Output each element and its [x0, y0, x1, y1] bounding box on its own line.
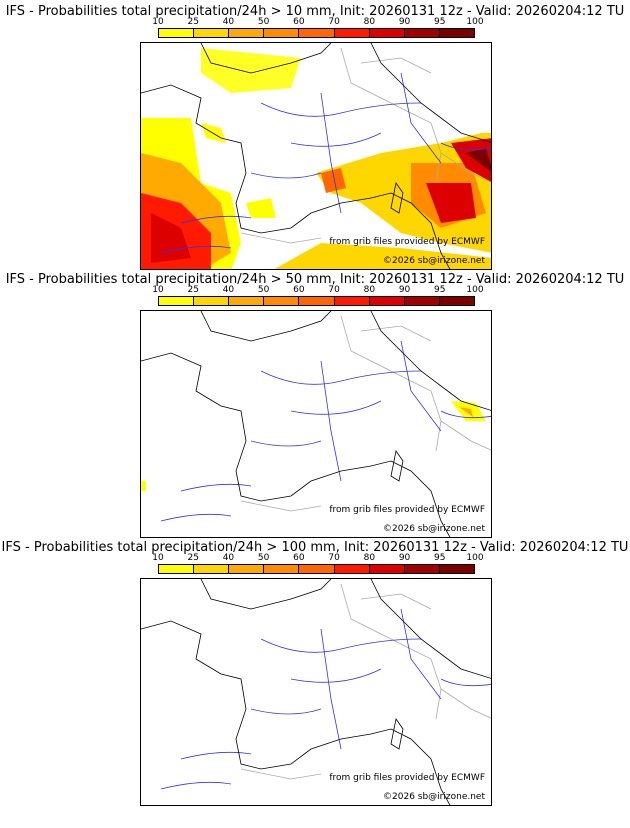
colorbar-swatch	[194, 29, 230, 37]
colorbar	[158, 564, 475, 574]
colorbar-tick: 60	[293, 285, 305, 295]
probability-map: from grib files provided by ECMWF ©2026 …	[140, 578, 492, 806]
colorbar-tick: 40	[222, 553, 235, 563]
colorbar-tick: 90	[398, 553, 411, 563]
colorbar-swatch	[404, 297, 440, 305]
coastline	[141, 579, 491, 805]
colorbar-tick: 70	[328, 285, 340, 295]
colorbar-swatch	[439, 29, 474, 37]
colorbar-swatch	[194, 565, 230, 573]
colorbar-tick: 60	[293, 553, 305, 563]
admin-borders	[240, 315, 491, 512]
copyright-credit: ©2026 sb@irizone.net	[383, 792, 485, 802]
colorbar-tick: 50	[257, 285, 270, 295]
colorbar-tick: 100	[466, 17, 484, 27]
colorbar-tick: 90	[398, 17, 411, 27]
admin-borders	[240, 47, 491, 244]
colorbar-swatch	[334, 297, 370, 305]
panel-title: IFS - Probabilities total precipitation/…	[5, 4, 625, 19]
colorbar-tick: 95	[434, 285, 446, 295]
probability-map: from grib files provided by ECMWF ©2026 …	[140, 42, 492, 270]
probability-map: from grib files provided by ECMWF ©2026 …	[140, 310, 492, 538]
colorbar-ticks: 10 25 40 50 60 70 80 90 95 100	[152, 17, 483, 27]
colorbar-swatch	[299, 29, 335, 37]
colorbar-tick: 80	[363, 285, 376, 295]
colorbar-swatch	[299, 297, 335, 305]
colorbar-swatch	[264, 29, 300, 37]
colorbar-swatch	[439, 565, 474, 573]
rivers	[160, 340, 491, 522]
colorbar-swatch	[264, 297, 300, 305]
colorbar-tick: 100	[466, 553, 484, 563]
map-panel: IFS - Probabilities total precipitation/…	[0, 4, 630, 272]
colorbar-swatch	[229, 565, 265, 573]
colorbar-swatch	[264, 565, 300, 573]
colorbar-swatch	[229, 29, 265, 37]
coastline	[141, 43, 491, 269]
colorbar-tick: 25	[187, 17, 199, 27]
map-panel: IFS - Probabilities total precipitation/…	[0, 272, 630, 540]
colorbar-tick: 50	[257, 553, 270, 563]
map-panel: IFS - Probabilities total precipitation/…	[0, 540, 630, 808]
colorbar-tick: 40	[222, 17, 235, 27]
colorbar-tick: 10	[152, 17, 164, 27]
colorbar-tick: 50	[257, 17, 270, 27]
colorbar-tick: 70	[328, 553, 340, 563]
colorbar-swatch	[334, 29, 370, 37]
colorbar-tick: 25	[187, 285, 199, 295]
colorbar-tick: 95	[434, 553, 446, 563]
colorbar-tick: 60	[293, 17, 305, 27]
colorbar-swatch	[439, 297, 474, 305]
colorbar-ticks: 10 25 40 50 60 70 80 90 95 100	[152, 285, 483, 295]
colorbar-tick: 25	[187, 553, 199, 563]
colorbar-swatch	[404, 565, 440, 573]
source-credit: from grib files provided by ECMWF	[329, 773, 485, 783]
colorbar-swatch	[299, 565, 335, 573]
colorbar-swatch	[404, 29, 440, 37]
admin-borders	[240, 583, 491, 780]
coastline	[141, 311, 491, 537]
colorbar-ticks: 10 25 40 50 60 70 80 90 95 100	[152, 553, 483, 563]
colorbar	[158, 296, 475, 306]
panel-title: IFS - Probabilities total precipitation/…	[5, 272, 625, 287]
colorbar-swatch	[369, 565, 405, 573]
colorbar-swatch	[159, 297, 195, 305]
colorbar-tick: 95	[434, 17, 446, 27]
colorbar-tick: 10	[152, 553, 164, 563]
precip-field	[141, 48, 491, 269]
panel-title: IFS - Probabilities total precipitation/…	[1, 540, 629, 555]
colorbar-swatch	[229, 297, 265, 305]
precip-field	[141, 401, 486, 491]
colorbar-swatch	[194, 297, 230, 305]
source-credit: from grib files provided by ECMWF	[329, 237, 485, 247]
source-credit: from grib files provided by ECMWF	[329, 505, 485, 515]
colorbar-tick: 100	[466, 285, 484, 295]
colorbar-swatch	[369, 297, 405, 305]
copyright-credit: ©2026 sb@irizone.net	[383, 524, 485, 534]
rivers	[160, 608, 491, 790]
colorbar-tick: 80	[363, 553, 376, 563]
colorbar-swatch	[334, 565, 370, 573]
colorbar-tick: 90	[398, 285, 411, 295]
colorbar-swatch	[369, 29, 405, 37]
colorbar-tick: 70	[328, 17, 340, 27]
colorbar-tick: 80	[363, 17, 376, 27]
rivers	[160, 72, 491, 254]
colorbar-tick: 40	[222, 285, 235, 295]
colorbar-swatch	[159, 29, 195, 37]
copyright-credit: ©2026 sb@irizone.net	[383, 256, 485, 266]
colorbar-swatch	[159, 565, 195, 573]
colorbar	[158, 28, 475, 38]
colorbar-tick: 10	[152, 285, 164, 295]
